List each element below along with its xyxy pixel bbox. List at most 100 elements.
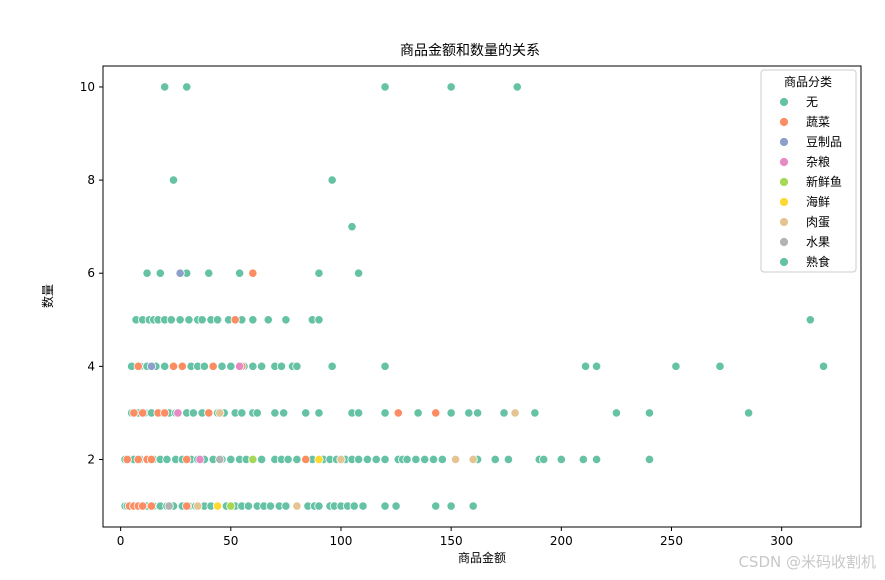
data-point: [499, 408, 509, 418]
data-point: [472, 408, 483, 418]
legend-label: 新鲜鱼: [806, 174, 842, 189]
data-point: [327, 175, 337, 185]
data-point: [327, 361, 337, 371]
data-point: [431, 501, 441, 511]
data-point: [237, 408, 247, 418]
data-point: [204, 408, 214, 418]
data-point: [503, 454, 514, 465]
data-point: [644, 454, 655, 465]
data-point: [450, 454, 461, 465]
legend-marker: [779, 157, 789, 167]
y-tick-label: 6: [87, 266, 95, 280]
data-point: [578, 454, 588, 465]
y-axis-label: 数量: [40, 284, 55, 308]
data-point: [168, 361, 179, 371]
x-tick-label: 100: [330, 534, 353, 548]
legend-label: 熟食: [806, 254, 830, 269]
data-point: [380, 361, 390, 371]
x-tick-label: 50: [223, 534, 238, 548]
data-point: [270, 408, 280, 418]
data-point: [281, 315, 291, 325]
data-point: [182, 82, 192, 92]
data-point: [283, 454, 293, 465]
data-point: [155, 268, 165, 278]
legend-label: 杂粮: [806, 154, 830, 169]
data-point: [347, 222, 357, 232]
legend-label: 海鲜: [806, 194, 830, 209]
legend-label: 豆制品: [806, 135, 842, 149]
data-point: [215, 408, 225, 418]
data-point: [235, 268, 245, 278]
legend-label: 水果: [806, 235, 830, 249]
data-point: [195, 454, 205, 465]
data-point: [160, 82, 170, 92]
data-point: [314, 408, 324, 418]
data-point: [188, 408, 198, 418]
data-point: [464, 408, 474, 418]
legend-marker: [779, 177, 789, 187]
data-point: [530, 408, 540, 418]
data-point: [354, 268, 364, 278]
data-point: [539, 454, 549, 465]
data-point: [212, 501, 223, 511]
x-axis: 0 50 100 150 200 250 300: [117, 527, 793, 548]
data-point: [133, 361, 143, 371]
legend-marker: [779, 117, 789, 127]
data-point: [168, 175, 179, 185]
data-point: [292, 501, 302, 511]
data-point: [257, 361, 267, 371]
data-point: [715, 361, 725, 371]
data-point: [611, 408, 622, 418]
data-point: [160, 408, 170, 418]
data-point: [162, 454, 172, 465]
data-point: [362, 454, 373, 465]
data-point: [292, 361, 302, 371]
data-point: [437, 454, 447, 465]
data-point: [243, 501, 254, 511]
data-point: [197, 315, 207, 325]
data-point: [512, 82, 522, 92]
data-point: [146, 454, 157, 465]
data-point: [212, 315, 223, 325]
data-point: [431, 408, 441, 418]
data-point: [591, 361, 602, 371]
data-point: [354, 454, 364, 465]
data-point: [393, 408, 403, 418]
points-layer: [120, 82, 829, 511]
data-point: [248, 315, 258, 325]
data-point: [199, 361, 209, 371]
data-point: [177, 361, 187, 371]
data-point: [391, 501, 401, 511]
data-point: [133, 454, 143, 465]
data-point: [358, 501, 368, 511]
data-point: [146, 361, 157, 371]
data-point: [257, 454, 267, 465]
legend-marker: [779, 137, 789, 147]
legend-marker: [779, 217, 789, 227]
legend-label: 蔬菜: [806, 115, 830, 129]
y-tick-label: 10: [80, 80, 95, 94]
y-tick-label: 8: [87, 173, 95, 187]
x-tick-label: 300: [770, 534, 793, 548]
data-point: [314, 454, 324, 465]
data-point: [556, 454, 566, 465]
data-point: [208, 361, 218, 371]
data-point: [173, 408, 183, 418]
data-point: [248, 268, 258, 278]
data-point: [235, 361, 245, 371]
data-point: [164, 501, 174, 511]
data-point: [252, 408, 262, 418]
data-point: [160, 361, 170, 371]
x-tick-label: 250: [660, 534, 683, 548]
x-tick-label: 200: [550, 534, 573, 548]
data-point: [175, 268, 185, 278]
data-point: [230, 315, 240, 325]
data-point: [371, 454, 381, 465]
data-point: [279, 408, 289, 418]
data-point: [276, 361, 287, 371]
y-tick-label: 2: [87, 452, 95, 466]
data-point: [142, 268, 152, 278]
data-point: [226, 501, 236, 511]
